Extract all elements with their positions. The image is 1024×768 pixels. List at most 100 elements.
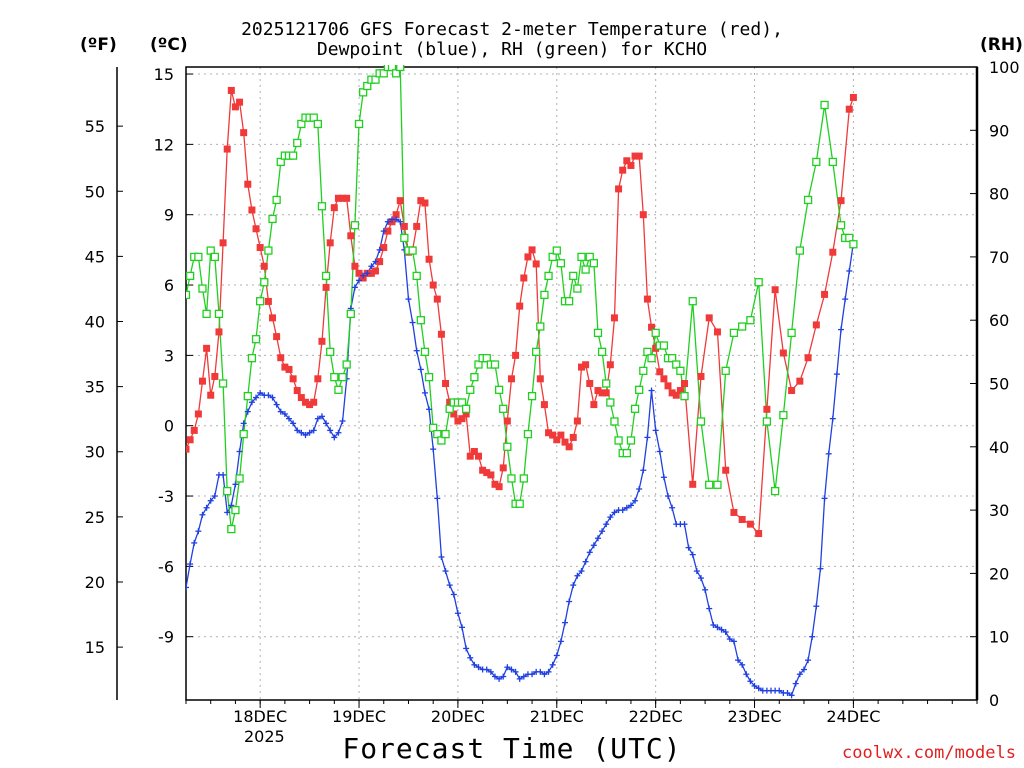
temperature-point	[578, 363, 585, 371]
temperature-point	[582, 361, 590, 369]
temperature-point	[528, 246, 536, 254]
dewpoint-point	[290, 420, 297, 427]
dewpoint-point	[302, 432, 309, 439]
rh-point	[441, 429, 450, 439]
dewpoint-point	[541, 671, 548, 678]
temperature-point	[281, 363, 289, 371]
rh-point	[540, 290, 549, 300]
temperature-point	[829, 248, 837, 256]
rh-point	[606, 398, 615, 407]
temperature-point	[396, 197, 404, 205]
temperature-point	[495, 483, 503, 491]
dewpoint-point	[187, 561, 194, 568]
dewpoint-point	[669, 504, 676, 511]
temperature-point	[310, 398, 318, 406]
dewpoint-point	[269, 394, 276, 401]
temperature-point	[610, 314, 618, 322]
dewpoint-point	[813, 603, 820, 610]
dewpoint-point	[323, 420, 330, 427]
temperature-point	[462, 410, 470, 418]
dewpoint-point	[697, 575, 704, 582]
temperature-point	[619, 166, 627, 174]
temperature-point	[306, 401, 314, 409]
rh-point	[614, 436, 623, 445]
rh-point	[639, 366, 648, 375]
rh-point	[597, 347, 607, 357]
dewpoint-point	[483, 666, 490, 673]
dewpoint-point	[368, 263, 375, 270]
rh-point	[400, 233, 409, 243]
rh-point	[490, 360, 500, 369]
dewpoint-point	[281, 410, 288, 417]
temperature-point	[660, 375, 668, 383]
temperature-point	[594, 387, 602, 395]
tick-label-rh: 40	[989, 438, 1009, 457]
temperature-point	[569, 433, 577, 441]
temperature-point	[277, 354, 285, 362]
temperature-point	[763, 405, 771, 413]
temperature-point	[392, 211, 400, 219]
dewpoint-point	[599, 528, 606, 535]
dewpoint-point	[454, 610, 461, 617]
dewpoint-point	[413, 347, 420, 354]
dewpoint-point	[244, 408, 251, 415]
dewpoint-point	[220, 471, 227, 478]
temperature-point	[705, 314, 713, 322]
rh-point	[470, 373, 479, 382]
temperature-point	[483, 469, 491, 477]
dewpoint-point	[792, 680, 799, 687]
rh-point	[239, 429, 248, 439]
dewpoint-point	[611, 509, 618, 516]
temperature-point	[479, 466, 487, 474]
temperature-point	[503, 417, 511, 425]
dewpoint-point	[648, 387, 655, 394]
rh-point	[350, 221, 360, 230]
dewpoint-point	[409, 319, 416, 326]
dewpoint-point	[351, 284, 358, 291]
dewpoint-point	[553, 652, 560, 659]
temperature-point	[433, 295, 441, 303]
dewpoint-point	[706, 605, 713, 612]
temperature-point	[236, 98, 244, 106]
rh-point	[420, 347, 430, 357]
dewpoint-point	[426, 406, 433, 413]
temperature-point	[796, 377, 804, 385]
dewpoint-point	[586, 549, 593, 556]
rh-point	[779, 410, 788, 420]
temperature-point	[635, 152, 643, 160]
series-line-plus	[186, 218, 855, 697]
tick-label-rh: 80	[989, 185, 1009, 204]
dewpoint-point	[331, 434, 338, 441]
dewpoint-point	[277, 408, 284, 415]
dewpoint-point	[442, 568, 449, 575]
temperature-point	[219, 239, 227, 247]
temperature-point	[475, 452, 483, 460]
rh-point	[713, 480, 722, 489]
dewpoint-point	[360, 272, 367, 279]
temperature-point	[524, 253, 532, 261]
rh-point	[218, 379, 228, 388]
temperature-point	[689, 480, 697, 488]
grid-lines	[186, 67, 977, 700]
series-lines	[186, 65, 855, 697]
temperature-point	[314, 375, 322, 383]
temperature-point	[326, 239, 334, 247]
dewpoint-point	[372, 258, 379, 265]
temperature-point	[779, 349, 787, 357]
temperature-point	[821, 290, 829, 298]
dewpoint-point	[665, 493, 672, 500]
rh-point	[256, 297, 265, 306]
rh-point	[626, 436, 636, 445]
temperature-point	[746, 520, 754, 528]
dewpoint-point	[195, 528, 202, 535]
temperature-point	[252, 225, 260, 233]
temperature-point	[442, 380, 450, 387]
dewpoint-point	[632, 497, 639, 504]
rh-point	[754, 278, 763, 287]
temperature-point	[590, 401, 598, 409]
dewpoint-point	[356, 277, 363, 284]
temperature-point	[256, 244, 264, 252]
dewpoint-point	[335, 429, 342, 436]
rh-point	[738, 322, 747, 331]
